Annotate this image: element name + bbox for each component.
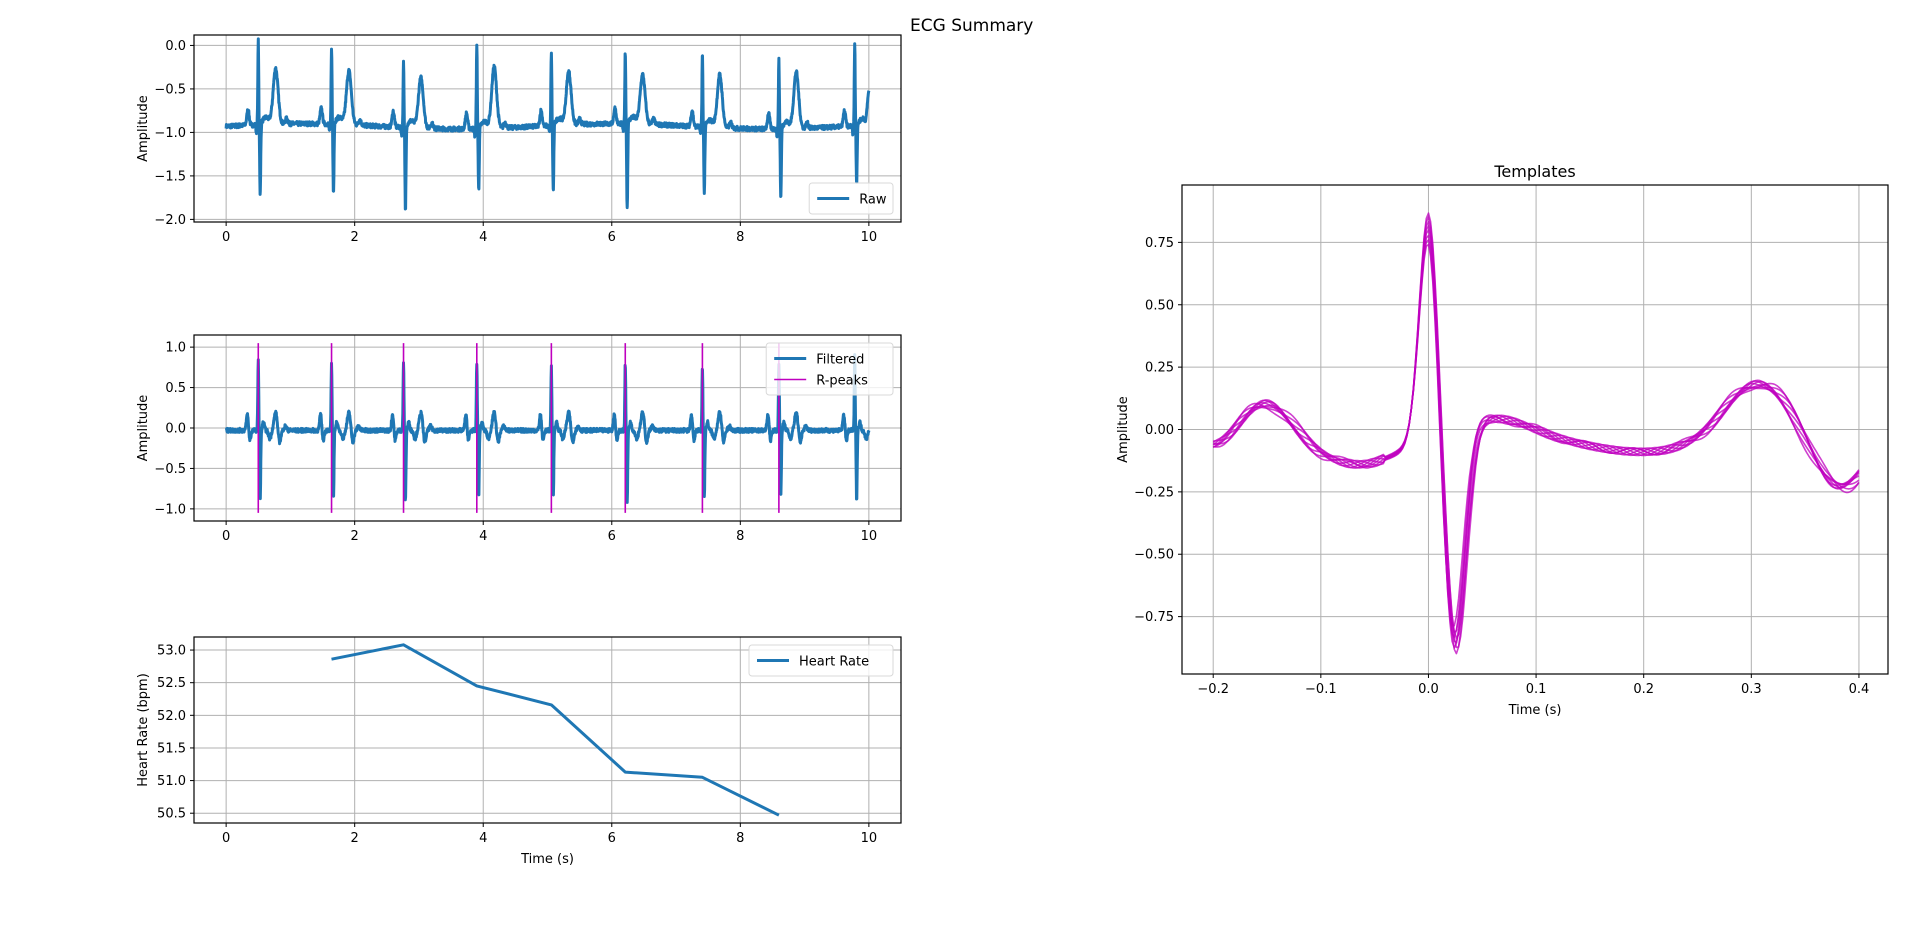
x-tick-label: 8	[736, 529, 744, 544]
raw-signal-line	[224, 37, 871, 211]
x-tick-label: 2	[351, 529, 359, 544]
filtered-axes-ylabel: Amplitude	[136, 395, 151, 462]
templates-axes-y-ticks: 0.75 0.50 0.25 0.00 −0.25 −0.50 −0.75	[1134, 236, 1182, 625]
y-tick-label: 53.0	[157, 644, 186, 659]
y-tick-label: 0.75	[1145, 236, 1174, 251]
raw-axes: 0 2 4 6 8 10 0.0 −0.5 −1.0 −1.5 −2.0 Amplitude Raw	[136, 34, 902, 245]
filtered-axes-y-ticks: 1.0 0.5 0.0 −0.5 −1.0	[154, 341, 194, 517]
heart-rate-axes-xlabel: Time (s)	[520, 852, 574, 867]
x-tick-label: 2	[351, 230, 359, 245]
y-tick-label: −2.0	[154, 213, 186, 228]
x-tick-label: 0.3	[1741, 682, 1762, 697]
heart-rate-axes-y-ticks: 53.0 52.5 52.0 51.5 51.0 50.5	[157, 644, 194, 822]
x-tick-label: 0	[222, 529, 230, 544]
y-tick-label: 0.25	[1145, 361, 1174, 376]
x-tick-label: 10	[861, 831, 878, 846]
filtered-legend: Filtered R-peaks	[765, 342, 894, 396]
x-tick-label: −0.2	[1197, 682, 1229, 697]
x-tick-label: 4	[479, 230, 487, 245]
legend-label: R-peaks	[816, 374, 868, 389]
y-tick-label: 0.50	[1145, 298, 1174, 313]
templates-axes-x-ticks: −0.2 −0.1 0.0 0.1 0.2 0.3 0.4	[1197, 674, 1869, 697]
heart-rate-axes-ylabel: Heart Rate (bpm)	[136, 673, 151, 787]
x-tick-label: 8	[736, 230, 744, 245]
x-tick-label: 8	[736, 831, 744, 846]
y-tick-label: −1.5	[154, 169, 186, 184]
y-tick-label: −0.5	[154, 82, 186, 97]
legend-label: Heart Rate	[799, 655, 869, 670]
raw-axes-y-ticks: 0.0 −0.5 −1.0 −1.5 −2.0	[154, 39, 194, 228]
x-tick-label: 0.0	[1418, 682, 1439, 697]
y-tick-label: 0.0	[165, 422, 186, 437]
raw-axes-ylabel: Amplitude	[136, 95, 151, 162]
templates-axes-xlabel: Time (s)	[1508, 703, 1562, 718]
axes-spines	[193, 636, 902, 824]
y-tick-label: 0.00	[1145, 423, 1174, 438]
raw-axes-grid	[194, 35, 901, 222]
x-tick-label: 4	[479, 529, 487, 544]
r-peak-markers	[257, 343, 780, 513]
legend-label: Raw	[859, 193, 887, 208]
legend-label: Filtered	[816, 353, 864, 368]
y-tick-label: −1.0	[154, 126, 186, 141]
templates-axes-ylabel: Amplitude	[1116, 396, 1131, 463]
x-tick-label: 0	[222, 831, 230, 846]
x-tick-label: 0.2	[1633, 682, 1654, 697]
x-tick-label: 0.4	[1849, 682, 1870, 697]
filtered-axes-x-ticks: 0 2 4 6 8 10	[222, 521, 877, 544]
x-tick-label: 2	[351, 831, 359, 846]
x-tick-label: 6	[608, 831, 616, 846]
x-tick-label: 4	[479, 831, 487, 846]
y-tick-label: 51.0	[157, 774, 186, 789]
y-tick-label: 50.5	[157, 807, 186, 822]
y-tick-label: −0.5	[154, 462, 186, 477]
x-tick-label: 6	[608, 529, 616, 544]
x-tick-label: 0.1	[1526, 682, 1547, 697]
raw-legend: Raw	[808, 182, 894, 215]
x-tick-label: 10	[861, 529, 878, 544]
y-tick-label: −0.75	[1134, 610, 1174, 625]
x-tick-label: 6	[608, 230, 616, 245]
figure-suptitle: ECG Summary	[910, 16, 1034, 36]
heart-rate-line	[331, 643, 780, 817]
templates-axes-grid	[1182, 185, 1888, 674]
x-tick-label: 0	[222, 230, 230, 245]
y-tick-label: −1.0	[154, 502, 186, 517]
templates-axes-title: Templates	[1493, 162, 1575, 181]
axes-spines	[193, 334, 902, 522]
filtered-axes: 0 2 4 6 8 10 1.0 0.5 0.0 −0.5 −1.0 Amplitude Filtere…	[136, 334, 902, 544]
axes-spines	[1181, 184, 1889, 675]
x-tick-label: −0.1	[1305, 682, 1337, 697]
axes-spines	[193, 34, 902, 223]
y-tick-label: 51.5	[157, 741, 186, 756]
y-tick-label: 0.5	[165, 381, 186, 396]
heart-rate-axes: 0 2 4 6 8 10 53.0 52.5 52.0 51.5 51.0 50.5 Heart Rat…	[136, 636, 902, 867]
heart-rate-legend: Heart Rate	[748, 644, 894, 677]
template-beat-line	[1212, 225, 1860, 644]
y-tick-label: 1.0	[165, 341, 186, 356]
x-tick-label: 10	[861, 230, 878, 245]
y-tick-label: 52.5	[157, 676, 186, 691]
filtered-signal-line	[224, 353, 871, 504]
y-tick-label: 52.0	[157, 709, 186, 724]
y-tick-label: −0.50	[1134, 548, 1174, 563]
template-beat-line	[1213, 220, 1860, 655]
template-beat-line	[1213, 212, 1860, 649]
heart-rate-axes-x-ticks: 0 2 4 6 8 10	[222, 823, 877, 846]
template-lines	[1212, 212, 1860, 655]
templates-axes: −0.2 −0.1 0.0 0.1 0.2 0.3 0.4 0.75 0.50 0.25 0.00 −…	[1116, 162, 1889, 718]
y-tick-label: 0.0	[165, 39, 186, 54]
raw-axes-x-ticks: 0 2 4 6 8 10	[222, 222, 877, 245]
y-tick-label: −0.25	[1134, 485, 1174, 500]
